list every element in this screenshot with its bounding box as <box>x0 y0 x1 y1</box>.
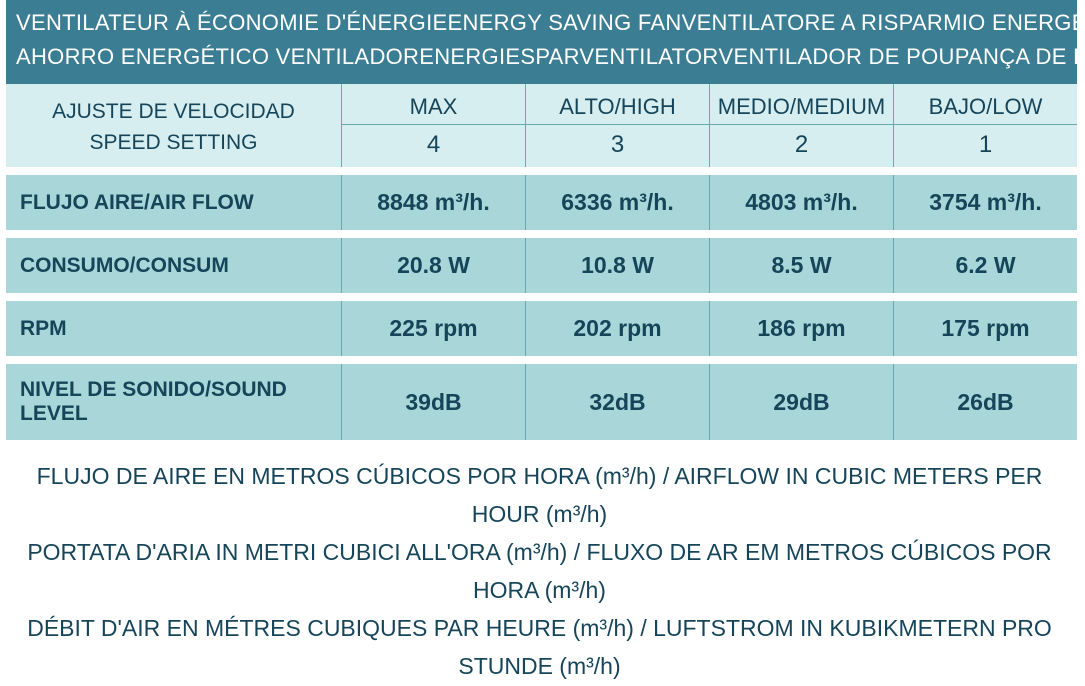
header-title: VENTILADOR DE POUPANÇA DE ENERGIA <box>719 40 1085 74</box>
row-value: 4803 m³/h. <box>709 175 893 230</box>
row-value: 8.5 W <box>709 238 893 293</box>
row-value: 186 rpm <box>709 301 893 356</box>
row-value: 225 rpm <box>341 301 525 356</box>
row-value: 10.8 W <box>525 238 709 293</box>
speed-number: 4 <box>341 125 525 167</box>
speed-name: BAJO/LOW <box>893 84 1077 125</box>
spec-table: AJUSTE DE VELOCIDAD SPEED SETTING MAX AL… <box>6 84 1077 440</box>
speed-number: 3 <box>525 125 709 167</box>
row-label: CONSUMO/CONSUM <box>6 238 341 293</box>
speed-label-es: AJUSTE DE VELOCIDAD <box>6 97 341 127</box>
row-value: 6336 m³/h. <box>525 175 709 230</box>
row-label: NIVEL DE SONIDO/SOUND LEVEL <box>6 364 341 440</box>
card-header: VENTILATEUR À ÉCONOMIE D'ÉNERGIE ENERGY … <box>6 0 1077 84</box>
row-value: 29dB <box>709 364 893 440</box>
header-title: VENTILATEUR À ÉCONOMIE D'ÉNERGIE <box>16 6 447 40</box>
table-row: CONSUMO/CONSUM 20.8 W 10.8 W 8.5 W 6.2 W <box>6 238 1077 293</box>
speed-label-en: SPEED SETTING <box>6 128 341 158</box>
footnote-line: FLUJO DE AIRE EN METROS CÚBICOS POR HORA… <box>8 458 1071 534</box>
header-title: ENERGY SAVING FAN <box>447 6 681 40</box>
row-value: 175 rpm <box>893 301 1077 356</box>
speed-number: 2 <box>709 125 893 167</box>
speed-name: MAX <box>341 84 525 125</box>
footnote-line: PORTATA D'ARIA IN METRI CUBICI ALL'ORA (… <box>8 534 1071 610</box>
row-value: 3754 m³/h. <box>893 175 1077 230</box>
row-value: 26dB <box>893 364 1077 440</box>
row-value: 32dB <box>525 364 709 440</box>
speed-number: 1 <box>893 125 1077 167</box>
header-title: VENTILATORE A RISPARMIO ENERGETICO <box>682 6 1085 40</box>
header-title: AHORRO ENERGÉTICO VENTILADOR <box>16 40 419 74</box>
row-value: 20.8 W <box>341 238 525 293</box>
row-value: 39dB <box>341 364 525 440</box>
table-row: NIVEL DE SONIDO/SOUND LEVEL 39dB 32dB 29… <box>6 364 1077 440</box>
footnote: FLUJO DE AIRE EN METROS CÚBICOS POR HORA… <box>6 440 1077 686</box>
speed-name: ALTO/HIGH <box>525 84 709 125</box>
row-value: 8848 m³/h. <box>341 175 525 230</box>
row-value: 202 rpm <box>525 301 709 356</box>
table-row: FLUJO AIRE/AIR FLOW 8848 m³/h. 6336 m³/h… <box>6 175 1077 230</box>
speed-setting-label: AJUSTE DE VELOCIDAD SPEED SETTING <box>6 84 341 167</box>
spec-card: VENTILATEUR À ÉCONOMIE D'ÉNERGIE ENERGY … <box>6 0 1077 686</box>
header-title: ENERGIESPARVENTILATOR <box>419 40 718 74</box>
row-value: 6.2 W <box>893 238 1077 293</box>
speed-name: MEDIO/MEDIUM <box>709 84 893 125</box>
footnote-line: DÉBIT D'AIR EN MÉTRES CUBIQUES PAR HEURE… <box>8 610 1071 686</box>
row-label: RPM <box>6 301 341 356</box>
table-row: RPM 225 rpm 202 rpm 186 rpm 175 rpm <box>6 301 1077 356</box>
row-label: FLUJO AIRE/AIR FLOW <box>6 175 341 230</box>
